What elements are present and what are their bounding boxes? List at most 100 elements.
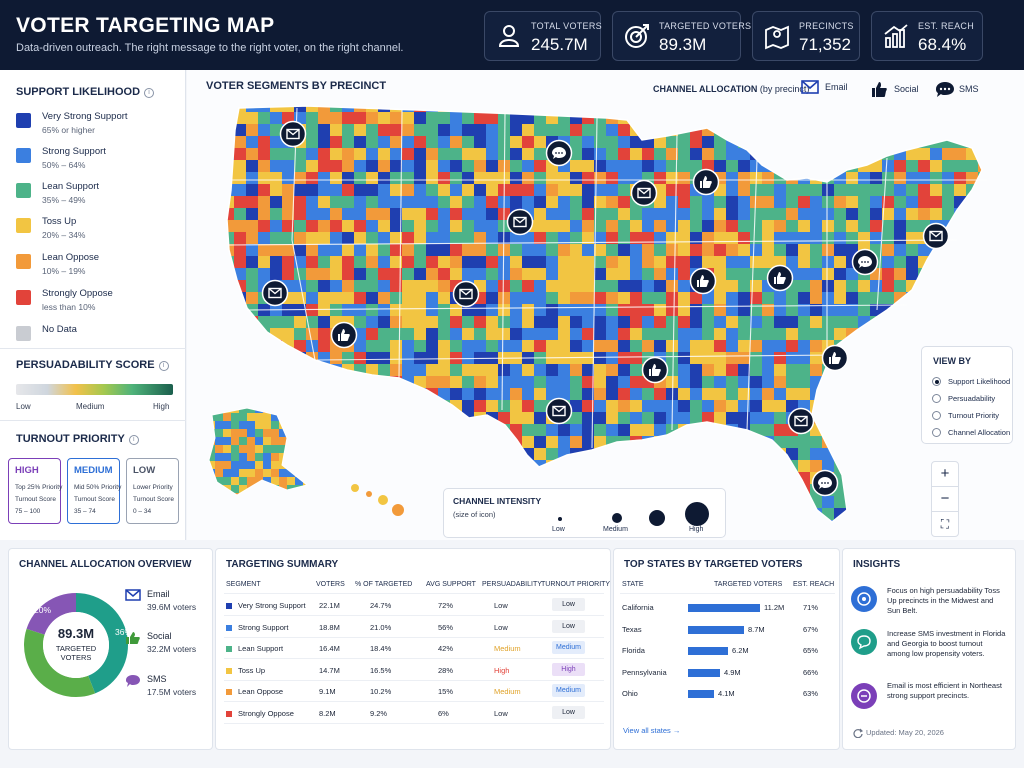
precinct-cell [223, 461, 232, 470]
precinct-cell [762, 208, 775, 221]
precinct-cell [342, 268, 355, 281]
channel-marker-email[interactable] [261, 279, 289, 307]
channel-marker-sms[interactable] [811, 469, 839, 497]
precinct-cell [438, 316, 451, 329]
precinct-cell [239, 477, 248, 486]
info-icon[interactable]: i [144, 88, 155, 98]
legend-email[interactable]: Email [801, 78, 861, 100]
channel-marker-email[interactable] [279, 120, 307, 148]
channel-donut-chart[interactable] [17, 586, 135, 704]
legend-lean-oppose[interactable]: Lean Oppose 10% – 19% [16, 252, 181, 282]
precinct-cell [462, 244, 475, 257]
view-by-channel-allocation[interactable]: Channel Allocation [932, 427, 1012, 440]
donut-slice-social[interactable] [23, 628, 96, 697]
precinct-cell [630, 268, 643, 281]
precinct-cell [546, 436, 559, 449]
legend-social[interactable]: Social [870, 78, 930, 100]
precinct-cell [231, 421, 240, 430]
channel-marker-social[interactable] [689, 267, 717, 295]
precinct-cell [786, 232, 799, 245]
turnout-high-box[interactable]: HIGH Top 25% Priority Turnout Score 75 –… [8, 458, 62, 524]
channel-marker-social[interactable] [641, 356, 669, 384]
precinct-cell [231, 485, 240, 494]
precinct-cell [239, 485, 248, 494]
channel-marker-social[interactable] [692, 168, 720, 196]
precinct-cell [462, 184, 475, 197]
targeting-summary-panel: TARGETING SUMMARY SEGMENT VOTERS % OF TA… [215, 548, 611, 750]
refresh-icon [853, 728, 863, 738]
precinct-cell [654, 412, 667, 425]
view-all-states-link[interactable]: View all states → [623, 726, 681, 735]
swatch [16, 326, 31, 341]
precinct-cell [426, 232, 439, 245]
precinct-cell [462, 172, 475, 185]
precinct-cell [918, 160, 931, 173]
radio-selected[interactable] [932, 377, 941, 386]
legend-strong-support[interactable]: Strong Support 50% – 64% [16, 146, 181, 176]
channel-marker-email[interactable] [506, 208, 534, 236]
precinct-cell [654, 316, 667, 329]
precinct-cell [642, 220, 655, 233]
view-by-support-likelihood[interactable]: Support Likelihood [932, 376, 1012, 389]
precinct-cell [594, 232, 607, 245]
precinct-cell [558, 352, 571, 365]
legend-lean-support[interactable]: Lean Support 35% – 49% [16, 181, 181, 211]
precinct-cell [215, 461, 224, 470]
precinct-cell [258, 268, 271, 281]
precinct-cell [450, 340, 463, 353]
precinct-cell [882, 256, 895, 269]
legend-very-strong-support[interactable]: Very Strong Support 65% or higher [16, 111, 181, 141]
donut-slice-sms[interactable] [26, 593, 76, 635]
precinct-cell [726, 160, 739, 173]
precinct-cell [642, 232, 655, 245]
channel-marker-social[interactable] [766, 264, 794, 292]
precinct-cell [306, 220, 319, 233]
precinct-cell [438, 244, 451, 257]
us-precinct-map[interactable] [187, 70, 1024, 540]
precinct-cell [594, 172, 607, 185]
legend-strongly-oppose[interactable]: Strongly Oppose less than 10% [16, 288, 181, 318]
channel-marker-email[interactable] [452, 280, 480, 308]
precinct-cell [354, 220, 367, 233]
info-icon[interactable]: i [128, 435, 139, 445]
channel-marker-email[interactable] [787, 407, 815, 435]
persuadability-title: PERSUADABILITY SCORE i [16, 359, 169, 371]
channel-marker-email[interactable] [545, 397, 573, 425]
view-by-turnout-priority[interactable]: Turnout Priority [932, 410, 1012, 423]
channel-marker-social[interactable] [330, 321, 358, 349]
precinct-cell [798, 256, 811, 269]
turnout-low-box[interactable]: LOW Lower Priority Turnout Score 0 – 34 [126, 458, 179, 524]
legend-no-data[interactable]: No Data [16, 324, 181, 354]
radio[interactable] [932, 394, 941, 403]
info-icon[interactable]: i [158, 361, 169, 371]
radio[interactable] [932, 411, 941, 420]
precinct-cell [546, 364, 559, 377]
precinct-cell [438, 256, 451, 269]
zoom-out-button[interactable]: − [931, 486, 959, 512]
fullscreen-button[interactable]: ⛶ [931, 511, 959, 537]
donut-hole [43, 612, 109, 678]
legend-sms[interactable]: SMS [935, 78, 995, 100]
channel-marker-social[interactable] [821, 344, 849, 372]
turnout-medium-box[interactable]: MEDIUM Mid 50% Priority Turnout Score 35… [67, 458, 121, 524]
zoom-in-button[interactable]: + [931, 461, 959, 487]
channel-marker-sms[interactable] [545, 139, 573, 167]
precinct-cell [774, 232, 787, 245]
precinct-cell [774, 352, 787, 365]
precinct-cell [486, 328, 499, 341]
legend-toss-up[interactable]: Toss Up 20% – 34% [16, 216, 181, 246]
precinct-cell [678, 328, 691, 341]
precinct-cell [390, 352, 403, 365]
radio[interactable] [932, 428, 941, 437]
channel-marker-sms[interactable] [851, 248, 879, 276]
segment-pct: 24.7% [370, 601, 392, 610]
precinct-cell [606, 136, 619, 149]
precinct-cell [474, 160, 487, 173]
divider [0, 420, 186, 421]
precinct-cell [402, 292, 415, 305]
channel-marker-email[interactable] [630, 179, 658, 207]
precinct-cell [642, 160, 655, 173]
donut-slice-email[interactable] [76, 593, 129, 694]
view-by-persuadability[interactable]: Persuadability [932, 393, 1012, 406]
channel-marker-email[interactable] [922, 222, 950, 250]
